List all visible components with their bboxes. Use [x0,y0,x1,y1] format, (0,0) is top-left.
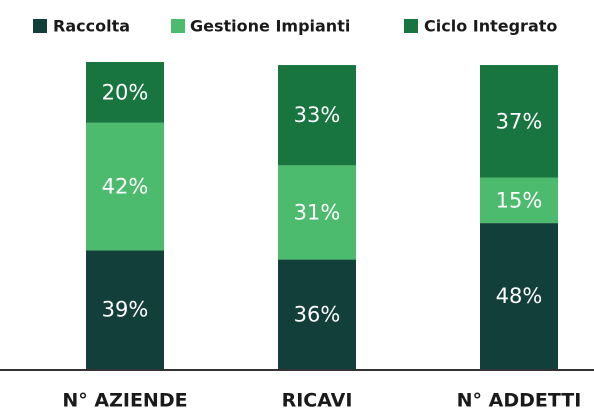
data-label: 36% [294,302,341,326]
x-tick-label: N° AZIENDE [62,390,187,412]
legend-label: Ciclo Integrato [424,17,557,36]
legend-swatch [171,19,185,33]
data-label: 33% [294,103,341,127]
data-label: 39% [102,298,149,322]
bar-segment [278,165,356,260]
legend-label: Raccolta [53,17,130,36]
data-label: 48% [496,284,543,308]
bar-segment [480,177,558,224]
x-tick-label: RICAVI [282,390,353,412]
data-label: 31% [294,200,341,224]
data-label: 15% [496,188,543,212]
bar-segment [480,65,558,178]
bar-segment [86,62,164,123]
legend-swatch [404,19,418,33]
legend-swatch [33,19,47,33]
bar-segment [86,250,164,369]
data-label: 20% [102,80,149,104]
data-label: 42% [102,175,149,199]
bar-segment [278,65,356,166]
x-tick-label: N° ADDETTI [457,390,582,412]
bar-segment [480,223,558,369]
bar-segment [278,259,356,369]
bar-segment [86,122,164,251]
data-label: 37% [496,109,543,133]
legend-label: Gestione Impianti [190,17,350,36]
